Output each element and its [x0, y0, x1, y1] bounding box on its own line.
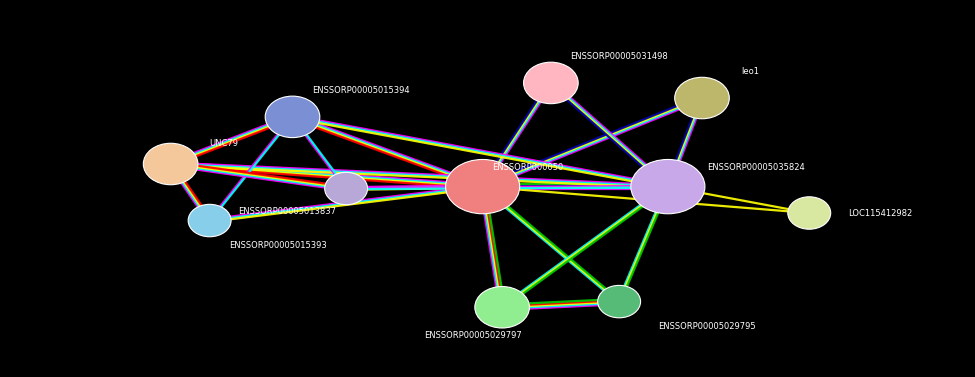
- Ellipse shape: [475, 287, 529, 328]
- Ellipse shape: [325, 172, 368, 205]
- Text: ENSSORP00005029797: ENSSORP00005029797: [424, 331, 522, 340]
- Text: ENSSORP000050: ENSSORP000050: [492, 163, 564, 172]
- Text: ENSSORP00005015394: ENSSORP00005015394: [312, 86, 410, 95]
- Ellipse shape: [675, 77, 729, 119]
- Text: leo1: leo1: [741, 67, 759, 76]
- Text: ENSSORP00005015393: ENSSORP00005015393: [229, 241, 327, 250]
- Ellipse shape: [524, 62, 578, 104]
- Text: LOC115412982: LOC115412982: [848, 208, 913, 218]
- Ellipse shape: [631, 159, 705, 214]
- Text: ENSSORP00005031498: ENSSORP00005031498: [570, 52, 668, 61]
- Ellipse shape: [265, 96, 320, 138]
- Text: ENSSORP00005029795: ENSSORP00005029795: [658, 322, 756, 331]
- Ellipse shape: [446, 159, 520, 214]
- Text: ENSSORP00005013837: ENSSORP00005013837: [238, 207, 336, 216]
- Text: ENSSORP00005035824: ENSSORP00005035824: [707, 163, 804, 172]
- Ellipse shape: [788, 197, 831, 229]
- Ellipse shape: [188, 204, 231, 237]
- Ellipse shape: [598, 285, 641, 318]
- Text: UNC79: UNC79: [210, 139, 239, 148]
- Ellipse shape: [143, 143, 198, 185]
